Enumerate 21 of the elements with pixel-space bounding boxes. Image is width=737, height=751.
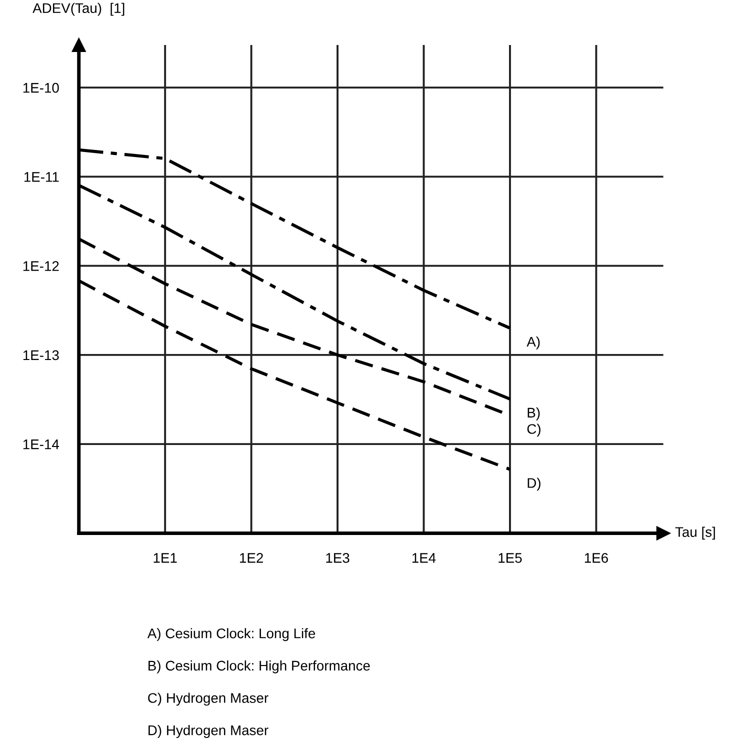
series-label: C) — [527, 424, 540, 437]
series-label: B) — [528, 407, 540, 420]
x-tick-label: 1E6 — [584, 553, 608, 563]
text: B) Cesium Clock: High Performance — [148, 660, 370, 674]
series-label: D) — [528, 478, 540, 491]
text: D) Hydrogen Maser — [148, 725, 268, 738]
x-tick-label: 1E2 — [240, 553, 263, 563]
x-tick-label: 1E4 — [412, 553, 436, 563]
y-tick-label: 1E-14 — [23, 440, 60, 450]
y-tick-label: 1E-12 — [23, 261, 59, 271]
series-label: A) — [526, 336, 540, 350]
y-tick-label: 1E-13 — [23, 350, 59, 360]
y-tick-label: 1E-10 — [23, 82, 59, 93]
x-axis-title: Tau [s] — [675, 526, 715, 540]
x-tick-label: 1E5 — [498, 553, 522, 563]
y-axis-title: ADEV(Tau) [1] — [32, 2, 124, 16]
text: C) Hydrogen Maser — [148, 692, 268, 706]
y-tick-label: 1E-11 — [24, 172, 59, 182]
text: A) Cesium Clock: Long Life — [147, 628, 316, 642]
x-tick-label: 1E1 — [154, 553, 177, 563]
x-tick-label: 1E3 — [326, 553, 350, 563]
